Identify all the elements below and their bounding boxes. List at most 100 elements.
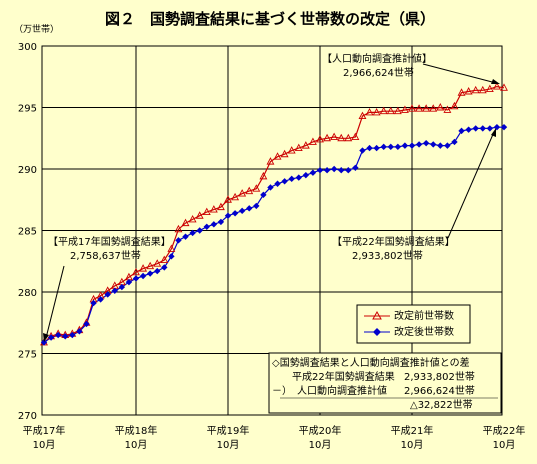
point-before <box>351 132 360 140</box>
x-tick-label: 平成18年 <box>115 424 158 437</box>
difference-title: ◇国勢調査結果と人口動向調査推計値との差 <box>272 356 470 369</box>
point-after <box>479 125 486 132</box>
point-before <box>457 88 466 96</box>
point-before <box>500 83 508 91</box>
difference-row2-op: －） <box>272 385 292 397</box>
point-before <box>450 101 459 110</box>
point-after <box>472 125 479 132</box>
point-after <box>210 221 218 228</box>
difference-row1-value: 2,933,802世帯 <box>404 370 475 383</box>
point-after <box>182 233 189 240</box>
point-after <box>430 141 437 148</box>
point-before <box>308 137 317 145</box>
difference-box: ◇国勢調査結果と人口動向調査推計値との差 平成22年国勢調査結果 2,933,8… <box>268 352 502 414</box>
legend-box <box>356 304 471 344</box>
point-after <box>97 296 104 303</box>
annotation-end-after-value: 2,933,802世帯 <box>352 249 423 262</box>
point-before <box>330 132 339 140</box>
point-after <box>274 180 281 187</box>
chart-title: 図２ 国勢調査結果に基づく世帯数の改定（県） <box>105 10 435 28</box>
point-before <box>478 85 487 94</box>
annotation-end-after-arrowhead <box>491 128 496 137</box>
point-before <box>266 157 275 165</box>
point-after <box>500 123 508 131</box>
point-after <box>246 205 253 212</box>
point-after <box>111 287 118 294</box>
point-before <box>132 267 140 276</box>
point-after <box>118 283 126 291</box>
point-before <box>365 107 374 116</box>
point-before <box>429 104 438 112</box>
x-tick-label-month: 10月 <box>493 439 516 451</box>
point-after <box>323 167 331 174</box>
point-before <box>316 135 324 143</box>
point-before <box>379 106 388 115</box>
point-after <box>366 144 373 152</box>
point-after <box>47 334 55 341</box>
point-before <box>167 244 176 252</box>
point-after <box>175 237 182 244</box>
x-tick-label-month: 10月 <box>125 439 148 451</box>
y-tick-label: 300 <box>18 42 37 53</box>
point-after <box>231 210 239 217</box>
x-tick-label: 平成20年 <box>299 424 342 437</box>
point-after <box>217 218 225 226</box>
x-tick-labels: 平成17年 10月 平成18年 10月 平成19年 10月 平成20年 10月 平成21年 10月… <box>23 424 526 451</box>
point-before <box>280 149 289 158</box>
point-after <box>253 202 260 210</box>
annotation-start-arrowhead <box>43 333 49 342</box>
point-after <box>54 331 62 339</box>
point-after <box>444 142 451 149</box>
legend-marker-before <box>372 310 382 320</box>
x-tick-label: 平成22年 <box>483 424 526 437</box>
point-before <box>273 152 282 160</box>
point-after <box>493 123 501 131</box>
difference-row2-value: 2,966,624世帯 <box>404 384 475 397</box>
point-before <box>471 85 480 94</box>
point-before <box>337 133 346 142</box>
point-after <box>189 229 196 237</box>
difference-result: △32,822世帯 <box>410 398 473 411</box>
point-after <box>288 175 295 183</box>
point-before <box>323 133 332 142</box>
point-before <box>181 218 190 227</box>
point-before <box>202 207 211 216</box>
annotation-start-title: 【平成17年国勢調査結果】 <box>48 235 171 248</box>
point-before <box>408 104 416 112</box>
point-after <box>373 144 380 152</box>
y-tick-label: 270 <box>18 411 37 422</box>
x-tick-label-month: 10月 <box>217 439 240 451</box>
point-after <box>380 143 387 151</box>
point-after <box>104 291 111 298</box>
point-after <box>161 264 168 271</box>
point-before <box>443 105 452 113</box>
legend-label-before: 改定前世帯数 <box>394 309 454 322</box>
point-after <box>62 333 69 340</box>
point-after <box>330 165 338 173</box>
point-after <box>132 275 140 282</box>
point-before <box>224 195 232 203</box>
point-before <box>252 184 261 192</box>
y-axis-unit: （万世帯） <box>14 23 59 35</box>
point-before <box>146 261 155 270</box>
point-after <box>90 299 97 307</box>
point-before <box>238 189 247 197</box>
y-tick-label: 285 <box>18 227 37 238</box>
point-before <box>400 105 409 113</box>
point-before <box>415 104 424 112</box>
point-after <box>203 223 210 231</box>
annotation-end-before-title: 【人口動向調査推計値】 <box>322 52 432 65</box>
y-tick-label: 275 <box>18 350 37 361</box>
difference-row2-label: 人口動向調査推計値 <box>297 384 387 397</box>
point-after <box>309 169 317 176</box>
annotation-end-before-value: 2,966,624世帯 <box>343 66 414 79</box>
point-before <box>294 143 303 152</box>
point-before <box>153 259 162 267</box>
point-after <box>260 191 267 199</box>
x-tick-label: 平成19年 <box>207 424 250 437</box>
point-after <box>139 272 147 280</box>
x-tick-label-month: 10月 <box>33 439 56 451</box>
point-after <box>422 139 430 147</box>
point-before <box>344 133 353 142</box>
